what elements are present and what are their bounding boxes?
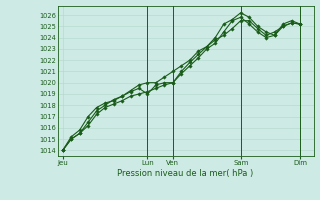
X-axis label: Pression niveau de la mer( hPa ): Pression niveau de la mer( hPa ) xyxy=(117,169,254,178)
